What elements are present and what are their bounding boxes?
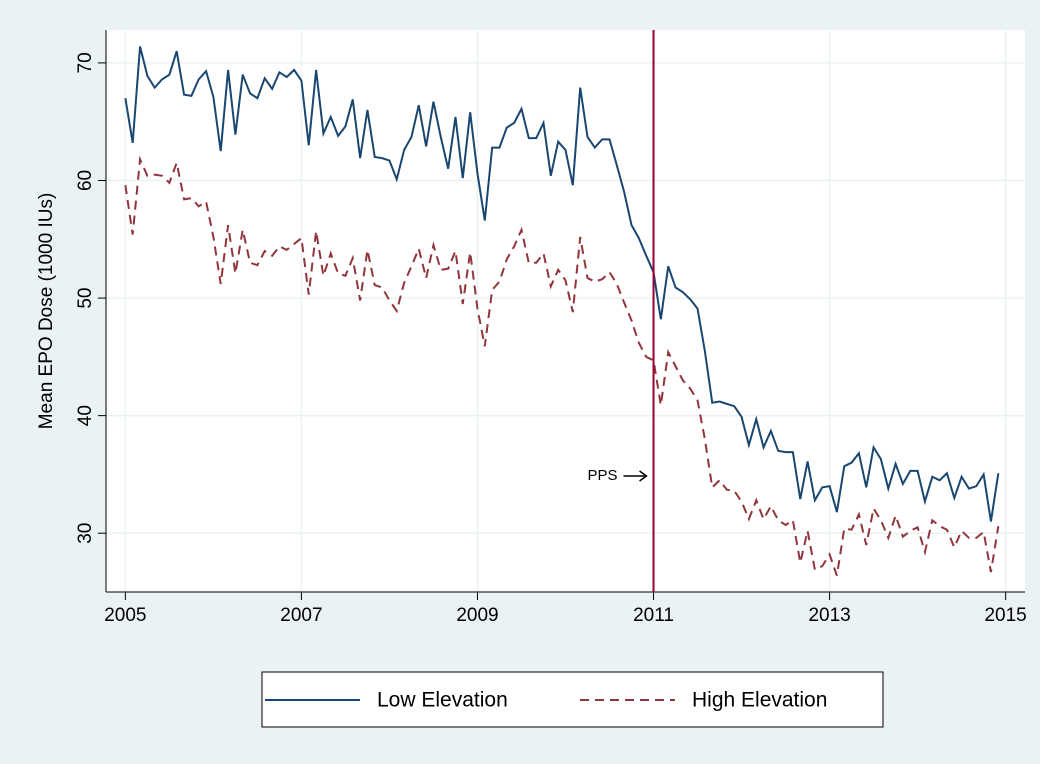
y-tick-label: 70 (75, 52, 96, 73)
plot-area (106, 30, 1025, 592)
annotation: PPS (588, 467, 618, 484)
y-tick-label: 60 (75, 170, 96, 191)
data-line (124, 46, 1000, 522)
annotation-arrowhead (639, 470, 648, 482)
x-tick-label: 2015 (984, 605, 1026, 626)
x-tick-label: 2005 (104, 605, 146, 626)
data-line (124, 155, 1000, 576)
y-axis-title: Mean EPO Dose (1000 IUs) (36, 193, 57, 430)
x-tick-label: 2009 (456, 605, 498, 626)
legend-label: High Elevation (692, 689, 827, 712)
y-tick-label: 30 (75, 523, 96, 544)
x-tick-label: 2013 (808, 605, 850, 626)
x-tick-label: 2011 (633, 605, 674, 626)
legend-label: Low Elevation (377, 689, 508, 712)
legend (261, 671, 884, 728)
y-tick-label: 40 (75, 405, 96, 426)
x-tick-label: 2007 (280, 605, 322, 626)
y-tick-label: 50 (75, 287, 96, 308)
